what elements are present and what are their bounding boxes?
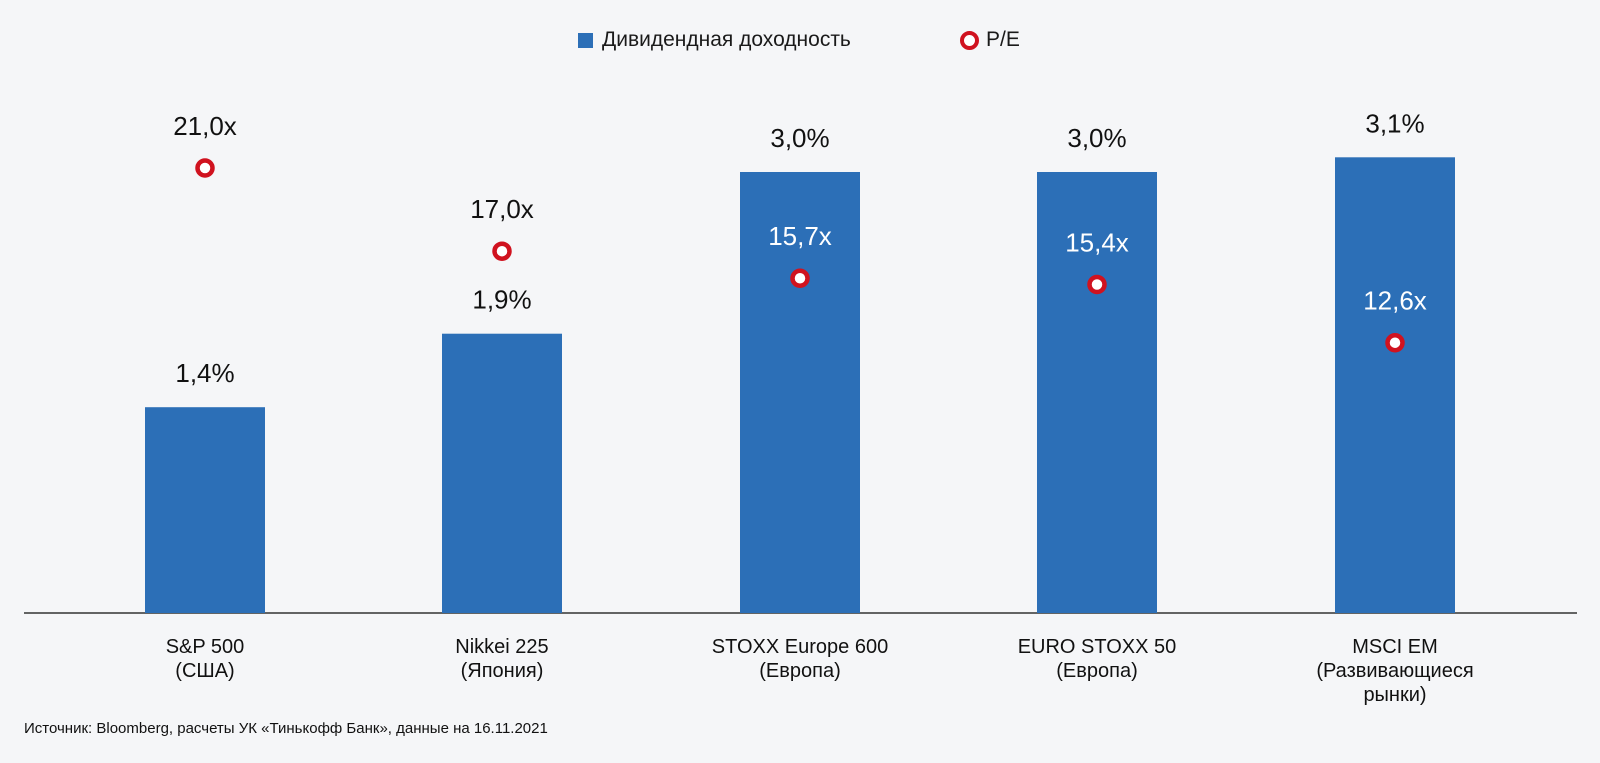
legend-label-dividend: Дивидендная доходность [602,28,851,51]
pe-marker-2 [790,268,810,288]
pe-marker-1 [492,241,512,261]
legend-item-dividend: Дивидендная доходность [578,28,851,52]
pe-value-label-4: 12,6x [1363,286,1427,316]
category-label-2-0: STOXX Europe 600 [712,636,888,658]
pe-value-label-1: 17,0x [470,194,534,224]
legend-swatch-bar [578,32,593,48]
pe-value-label-2: 15,7x [768,221,832,251]
bar-value-label-1: 1,9% [472,285,531,315]
bar-dividend-4 [1335,157,1455,614]
pe-marker-4 [1385,332,1405,353]
category-label-3-1: (Европа) [1056,660,1137,682]
legend-swatch-pe [960,30,979,50]
category-label-0-1: (США) [175,660,234,682]
bar-value-label-0: 1,4% [175,358,234,388]
category-label-4-2: рынки) [1363,684,1426,706]
category-label-1-1: (Япония) [461,660,544,682]
pe-value-label-0: 21,0x [173,111,237,141]
bar-dividend-1 [442,333,562,613]
category-label-1-0: Nikkei 225 [455,636,548,658]
legend-item-pe: P/E [960,28,1020,52]
legend: Дивидендная доходность P/E [0,28,1600,58]
pe-value-label-3: 15,4x [1065,227,1129,257]
category-label-4-0: MSCI EM [1352,636,1438,658]
legend-label-pe: P/E [986,28,1020,51]
category-label-4-1: (Развивающиеся [1316,660,1473,682]
bar-value-label-4: 3,1% [1365,108,1424,138]
bar-value-label-2: 3,0% [770,123,829,153]
pe-marker-0 [195,158,215,178]
bar-value-label-3: 3,0% [1067,123,1126,153]
source-note: Источник: Bloomberg, расчеты УК «Тинькоф… [24,720,548,737]
category-label-3-0: EURO STOXX 50 [1018,636,1177,658]
bar-dividend-3 [1037,172,1157,613]
bar-dividend-2 [740,172,860,613]
bar-dividend-0 [145,407,265,613]
pe-marker-3 [1087,274,1107,295]
category-label-2-1: (Европа) [759,660,840,682]
category-label-0-0: S&P 500 [166,636,245,658]
